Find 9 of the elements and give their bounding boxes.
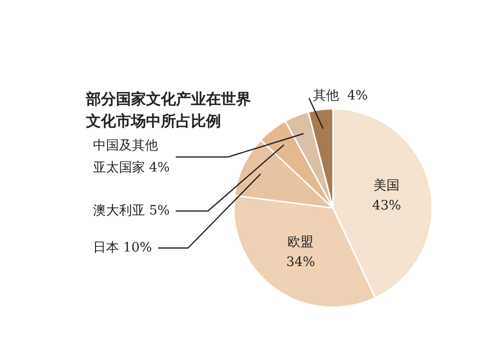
slice-label: 中国及其他亚太国家 4% xyxy=(93,138,170,176)
slice-label: 其他 4% xyxy=(313,88,368,104)
slice-label: 欧盟 xyxy=(288,234,314,250)
slice-label: 澳大利亚 5% xyxy=(93,203,170,218)
data-label: 43% xyxy=(372,198,402,214)
data-label: 34% xyxy=(286,254,316,270)
text: 部分国家文化产业在世界文化市场中所占比例 xyxy=(85,90,251,130)
slice-label: 日本 10% xyxy=(93,240,152,256)
slice-label: 美国 xyxy=(374,177,400,194)
